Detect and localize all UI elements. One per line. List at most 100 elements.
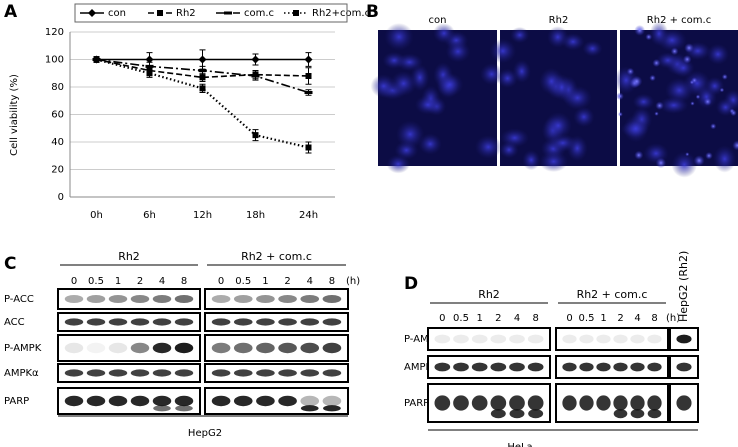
- y-tick-label: 60: [51, 110, 64, 121]
- lane-label: 8: [532, 313, 538, 324]
- band: [676, 334, 692, 344]
- lane-label: 2: [284, 276, 290, 287]
- blot-box: [204, 312, 349, 332]
- nucleus: [433, 23, 455, 44]
- band: [471, 334, 488, 344]
- apoptotic-body: [690, 101, 695, 106]
- x-tick-label: 12h: [193, 210, 212, 221]
- lane-label: 4: [307, 276, 313, 287]
- lane-label: 4: [634, 313, 640, 324]
- marker: [251, 55, 260, 64]
- band: [175, 405, 193, 412]
- image-label: Rh2: [549, 15, 569, 26]
- nucleus: [623, 114, 649, 143]
- band: [86, 395, 106, 407]
- apoptotic-body: [729, 108, 735, 114]
- row-label: P-AMPK: [404, 334, 442, 345]
- band: [130, 342, 150, 354]
- lane-label: 0: [71, 276, 77, 287]
- nucleus: [706, 43, 730, 65]
- band: [647, 409, 662, 419]
- cell-line-label: HeLa: [507, 442, 532, 447]
- apoptotic-body: [626, 67, 635, 76]
- blot-box: [555, 355, 669, 379]
- band: [86, 369, 106, 377]
- x-tick-label: 0h: [90, 210, 103, 221]
- blot-box: [57, 312, 201, 332]
- legend-marker: [224, 11, 232, 15]
- row-label: PARP: [404, 398, 429, 409]
- band: [579, 362, 594, 372]
- band: [527, 395, 544, 411]
- panel-label: A: [4, 2, 18, 22]
- panel-label: C: [4, 254, 16, 274]
- lane-label: 4: [514, 313, 520, 324]
- band: [211, 369, 231, 377]
- y-tick-label: 100: [45, 55, 64, 66]
- band: [174, 295, 194, 303]
- unit-label: (h): [666, 313, 680, 324]
- apoptotic-body: [618, 111, 623, 117]
- y-tick-label: 20: [51, 165, 64, 176]
- nucleus: [664, 78, 694, 103]
- lane-label: 0.5: [453, 313, 469, 324]
- apoptotic-body: [670, 47, 679, 56]
- marker: [251, 74, 260, 78]
- band: [64, 395, 84, 407]
- band: [509, 409, 525, 419]
- band: [174, 318, 194, 326]
- band: [630, 395, 645, 411]
- marker: [93, 56, 100, 63]
- blot-box: [427, 327, 551, 351]
- apoptotic-body: [649, 74, 656, 82]
- group-label: Rh2 + com.c: [577, 288, 648, 301]
- apoptotic-body: [685, 152, 690, 157]
- band: [300, 295, 320, 303]
- band: [509, 395, 525, 411]
- band: [613, 362, 628, 372]
- band: [233, 295, 253, 303]
- band: [322, 342, 342, 354]
- apoptotic-body: [693, 155, 705, 167]
- band: [278, 295, 297, 303]
- apoptotic-body: [710, 123, 717, 130]
- lane-label: 0: [439, 313, 445, 324]
- lane-label: 0.5: [579, 313, 595, 324]
- band: [233, 318, 253, 326]
- band: [233, 369, 253, 377]
- band: [256, 342, 275, 354]
- band: [647, 362, 662, 372]
- y-tick-label: 0: [58, 192, 64, 203]
- band: [211, 395, 231, 407]
- nucleus: [418, 133, 442, 155]
- band: [490, 334, 507, 344]
- band: [152, 395, 172, 407]
- apoptotic-body: [691, 77, 698, 84]
- band: [562, 334, 577, 344]
- band: [596, 334, 611, 344]
- nucleus: [489, 38, 517, 64]
- nucleus: [705, 76, 725, 96]
- band: [130, 295, 150, 303]
- nucleus: [497, 68, 518, 89]
- blot-box: [57, 334, 201, 362]
- band: [278, 369, 297, 377]
- apoptotic-body: [684, 43, 694, 53]
- band: [647, 334, 662, 344]
- band: [676, 395, 692, 411]
- band: [174, 395, 194, 407]
- band: [453, 395, 469, 411]
- band: [509, 334, 525, 344]
- band: [278, 395, 297, 407]
- apoptotic-body: [654, 111, 659, 116]
- marker: [145, 55, 154, 64]
- nucleus: [414, 95, 441, 115]
- band: [130, 395, 150, 407]
- band: [64, 342, 84, 354]
- band: [130, 369, 150, 377]
- legend-label: Rh2+com.c: [312, 8, 370, 19]
- band: [579, 334, 594, 344]
- image-label: con: [429, 15, 447, 26]
- band: [278, 318, 297, 326]
- band: [471, 395, 488, 411]
